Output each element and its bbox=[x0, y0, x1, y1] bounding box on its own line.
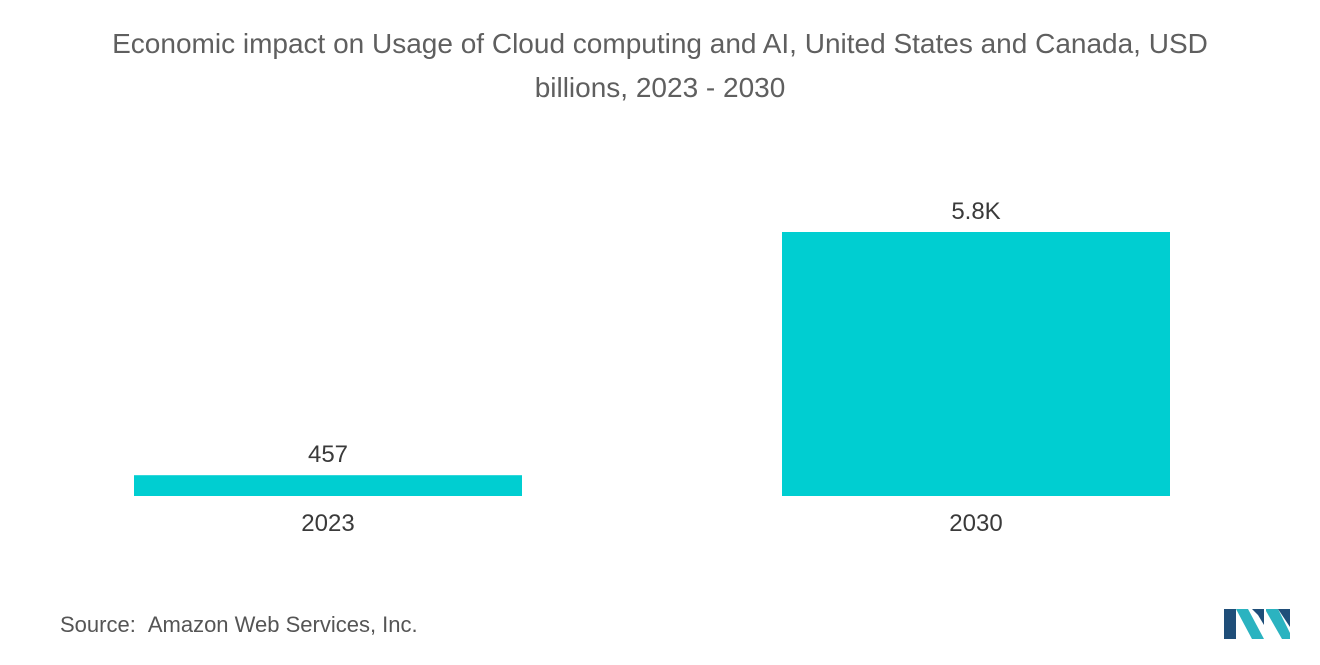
chart-title-line1: Economic impact on Usage of Cloud comput… bbox=[112, 28, 1208, 59]
chart-title-line2: billions, 2023 - 2030 bbox=[534, 72, 786, 103]
bar-2030 bbox=[782, 232, 1170, 496]
bar-chart: 457 2023 5.8K 2030 bbox=[134, 198, 1170, 537]
data-label-2030: 5.8K bbox=[951, 198, 1000, 225]
source-label: Source: bbox=[60, 612, 136, 637]
x-tick-label-2030: 2030 bbox=[949, 510, 1002, 537]
chart-title: Economic impact on Usage of Cloud comput… bbox=[0, 22, 1320, 110]
mordor-logo-icon bbox=[1224, 609, 1290, 639]
x-tick-label-2023: 2023 bbox=[301, 510, 354, 537]
source-text: Amazon Web Services, Inc. bbox=[147, 612, 418, 637]
source-note: Source: Amazon Web Services, Inc. bbox=[60, 612, 418, 638]
data-label-2023: 457 bbox=[308, 441, 348, 468]
bar-2023 bbox=[134, 475, 522, 496]
